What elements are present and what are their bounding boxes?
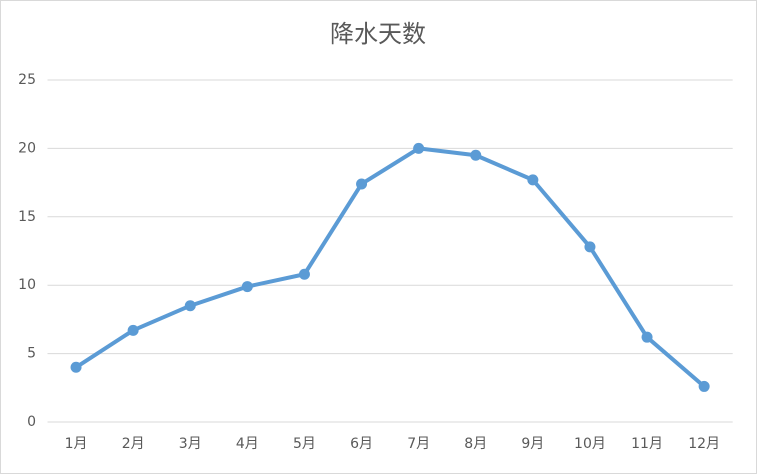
data-point — [184, 300, 196, 312]
data-point — [527, 174, 539, 186]
x-tick-label: 3月 — [179, 436, 202, 452]
x-tick-label: 11月 — [631, 436, 663, 452]
x-tick-label: 6月 — [350, 436, 373, 452]
data-point — [584, 241, 596, 253]
data-point — [127, 324, 139, 336]
x-tick-label: 7月 — [407, 436, 430, 452]
y-tick-label: 0 — [27, 414, 36, 430]
y-tick-label: 20 — [18, 140, 36, 156]
y-tick-label: 15 — [18, 209, 36, 225]
x-tick-label: 2月 — [122, 436, 145, 452]
data-point — [70, 361, 82, 373]
x-tick-label: 9月 — [521, 436, 544, 452]
y-tick-label: 10 — [18, 277, 36, 293]
x-tick-label: 8月 — [464, 436, 487, 452]
x-tick-label: 1月 — [65, 436, 88, 452]
data-point — [298, 268, 310, 280]
data-point — [356, 178, 368, 190]
data-point — [641, 331, 653, 343]
y-tick-label: 5 — [27, 346, 36, 362]
chart-title: 降水天数 — [330, 20, 426, 48]
x-tick-label: 10月 — [574, 436, 606, 452]
data-line — [74, 146, 707, 389]
x-tick-label: 4月 — [236, 436, 259, 452]
x-tick-label: 5月 — [293, 436, 316, 452]
x-tick-label: 12月 — [688, 436, 720, 452]
data-point — [241, 281, 253, 293]
data-point — [470, 149, 482, 161]
data-point — [698, 380, 710, 392]
data-point — [413, 142, 425, 154]
y-tick-label: 25 — [18, 72, 36, 88]
